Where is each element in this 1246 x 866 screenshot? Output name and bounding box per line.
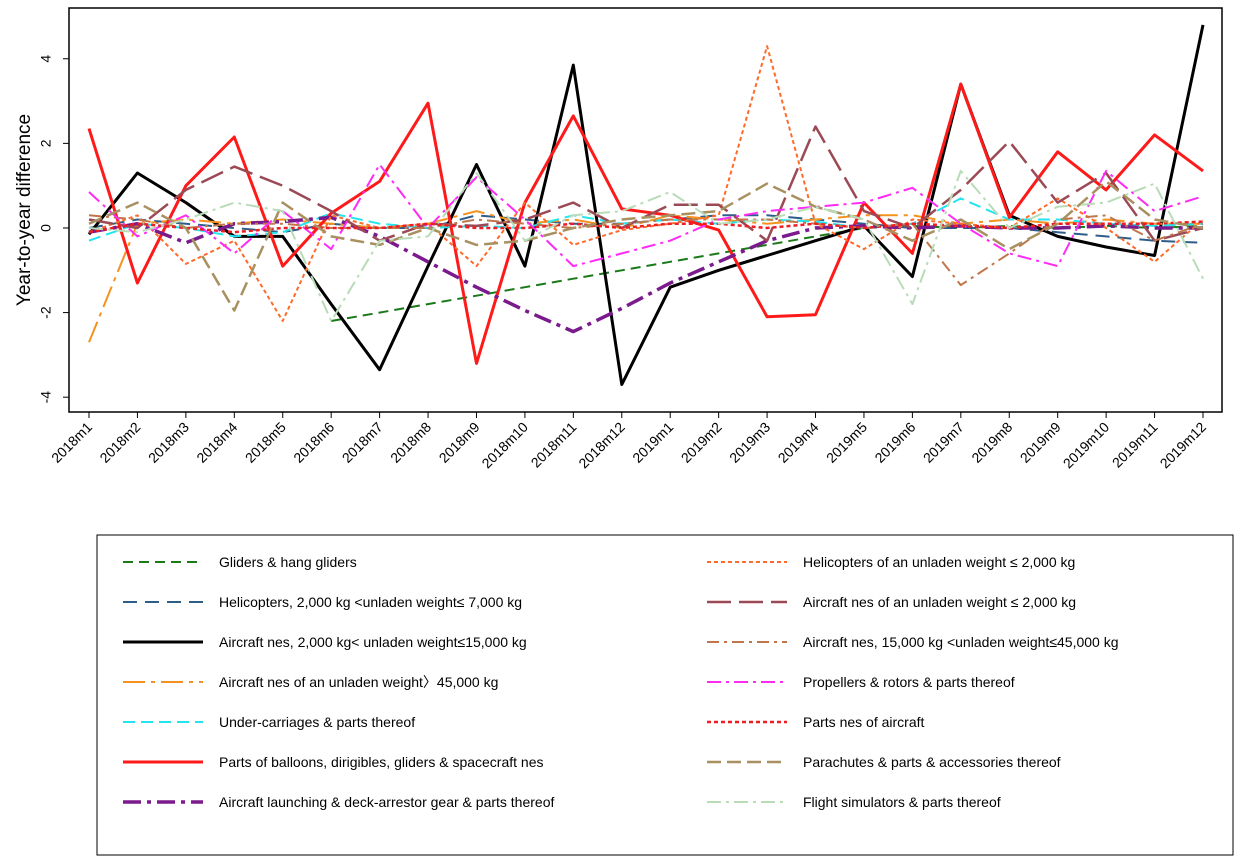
series-line bbox=[87, 24, 1205, 386]
x-tick-label: 2018m11 bbox=[528, 419, 580, 471]
x-tick-label: 2019m11 bbox=[1109, 419, 1161, 471]
legend-label: Aircraft nes of an unladen weight〉45,000… bbox=[219, 674, 498, 690]
legend-label: Aircraft launching & deck-arrestor gear … bbox=[219, 794, 554, 810]
legend-label: Helicopters, 2,000 kg <unladen weight≤ 7… bbox=[219, 594, 522, 610]
series-line bbox=[88, 220, 1204, 234]
x-tick-label: 2018m4 bbox=[193, 419, 240, 466]
x-tick-label: 2018m6 bbox=[290, 419, 337, 466]
legend-label: Under-carriages & parts thereof bbox=[219, 714, 415, 730]
x-tick-label: 2018m7 bbox=[339, 419, 386, 466]
x-tick-label: 2018m2 bbox=[96, 419, 143, 466]
legend-label: Gliders & hang gliders bbox=[219, 554, 357, 570]
y-tick-label: 0 bbox=[38, 224, 54, 232]
x-tick-label: 2018m3 bbox=[145, 419, 192, 466]
x-tick-label: 2018m10 bbox=[478, 419, 531, 472]
legend-label: Helicopters of an unladen weight ≤ 2,000… bbox=[803, 554, 1075, 570]
series-line bbox=[88, 45, 1204, 322]
x-tick-label: 2019m7 bbox=[920, 419, 967, 466]
y-tick-label: 2 bbox=[38, 139, 54, 147]
series-line bbox=[87, 82, 1204, 365]
x-tick-label: 2018m12 bbox=[575, 419, 628, 472]
legend-box bbox=[96, 534, 1234, 856]
y-tick-label: 4 bbox=[38, 55, 54, 63]
x-tick-label: 2018m5 bbox=[242, 419, 289, 466]
legend-label: Aircraft nes of an unladen weight ≤ 2,00… bbox=[803, 594, 1076, 610]
legend-label: Aircraft nes, 15,000 kg <unladen weight≤… bbox=[803, 634, 1119, 650]
x-tick-label: 2018m1 bbox=[48, 419, 95, 466]
legend-label: Propellers & rotors & parts thereof bbox=[803, 674, 1015, 690]
legend-label: Parts of balloons, dirigibles, gliders &… bbox=[219, 754, 544, 770]
series-line bbox=[88, 169, 1204, 322]
legend-label: Flight simulators & parts thereof bbox=[803, 794, 1001, 810]
x-tick-label: 2019m4 bbox=[775, 419, 822, 466]
legend-label: Parts nes of aircraft bbox=[803, 714, 924, 730]
x-tick-label: 2019m3 bbox=[726, 419, 773, 466]
series-line bbox=[88, 163, 1204, 268]
y-axis-label: Year-to-year difference bbox=[14, 114, 35, 306]
series-line bbox=[331, 224, 1204, 322]
legend-label: Parachutes & parts & accessories thereof bbox=[803, 754, 1061, 770]
x-tick-label: 2019m2 bbox=[678, 419, 725, 466]
y-tick-label: -4 bbox=[38, 391, 54, 404]
x-tick-label: 2018m9 bbox=[436, 419, 483, 466]
x-tick-label: 2019m9 bbox=[1017, 419, 1064, 466]
x-tick-label: 2019m12 bbox=[1157, 419, 1210, 472]
series-line bbox=[88, 180, 1204, 312]
x-tick-label: 2019m10 bbox=[1060, 419, 1113, 472]
series-line bbox=[88, 210, 1203, 343]
series-line bbox=[88, 214, 1204, 287]
y-tick-label: -2 bbox=[38, 306, 54, 319]
x-tick-label: 2019m8 bbox=[968, 419, 1015, 466]
x-tick-label: 2018m8 bbox=[387, 419, 434, 466]
x-tick-label: 2019m6 bbox=[871, 419, 918, 466]
legend-label: Aircraft nes, 2,000 kg< unladen weight≤1… bbox=[219, 634, 527, 650]
x-tick-label: 2019m5 bbox=[823, 419, 870, 466]
x-tick-label: 2019m1 bbox=[629, 419, 676, 466]
